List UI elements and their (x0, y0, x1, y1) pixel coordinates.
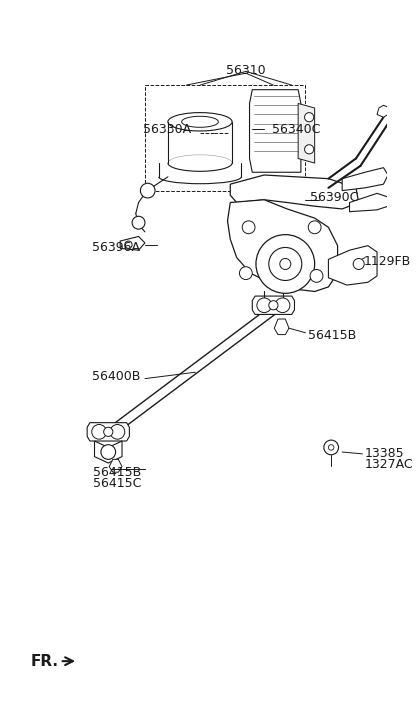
Polygon shape (95, 441, 122, 463)
Circle shape (256, 235, 315, 293)
Text: 13385: 13385 (365, 447, 405, 460)
Circle shape (280, 259, 291, 270)
Circle shape (242, 221, 255, 233)
Circle shape (324, 440, 339, 455)
Text: 56330A: 56330A (143, 123, 191, 136)
Polygon shape (252, 296, 295, 314)
Polygon shape (250, 89, 301, 172)
Polygon shape (328, 246, 377, 285)
Circle shape (269, 247, 302, 281)
Circle shape (269, 301, 278, 310)
Text: 56415B: 56415B (93, 466, 142, 478)
Circle shape (328, 445, 334, 450)
Circle shape (132, 216, 145, 229)
Polygon shape (377, 105, 390, 117)
Circle shape (110, 425, 125, 439)
Circle shape (305, 113, 314, 122)
Circle shape (125, 241, 132, 249)
Text: FR.: FR. (30, 654, 58, 669)
Polygon shape (298, 103, 315, 163)
Polygon shape (228, 200, 338, 292)
Text: 56390C: 56390C (310, 190, 358, 204)
Polygon shape (109, 459, 122, 473)
Polygon shape (120, 236, 145, 250)
Circle shape (310, 270, 323, 282)
Circle shape (103, 427, 113, 436)
Circle shape (308, 221, 321, 233)
Circle shape (239, 267, 252, 280)
Text: 56400B: 56400B (92, 370, 140, 383)
Polygon shape (87, 422, 129, 441)
Circle shape (140, 183, 155, 198)
Text: 1327AC: 1327AC (365, 458, 414, 471)
Circle shape (92, 425, 106, 439)
Circle shape (257, 298, 272, 313)
Text: 56415B: 56415B (308, 329, 357, 342)
Circle shape (305, 145, 314, 154)
Circle shape (353, 259, 364, 270)
Text: 56310: 56310 (226, 64, 266, 77)
Polygon shape (230, 175, 359, 209)
Text: 56415C: 56415C (93, 477, 142, 490)
Bar (145, 85, 305, 190)
Text: 56396A: 56396A (92, 241, 140, 254)
Circle shape (101, 445, 116, 459)
Polygon shape (349, 193, 388, 212)
Text: 1129FB: 1129FB (363, 254, 411, 268)
Polygon shape (342, 168, 388, 190)
Text: 56340C: 56340C (272, 123, 320, 136)
Polygon shape (274, 319, 289, 334)
Circle shape (275, 298, 290, 313)
